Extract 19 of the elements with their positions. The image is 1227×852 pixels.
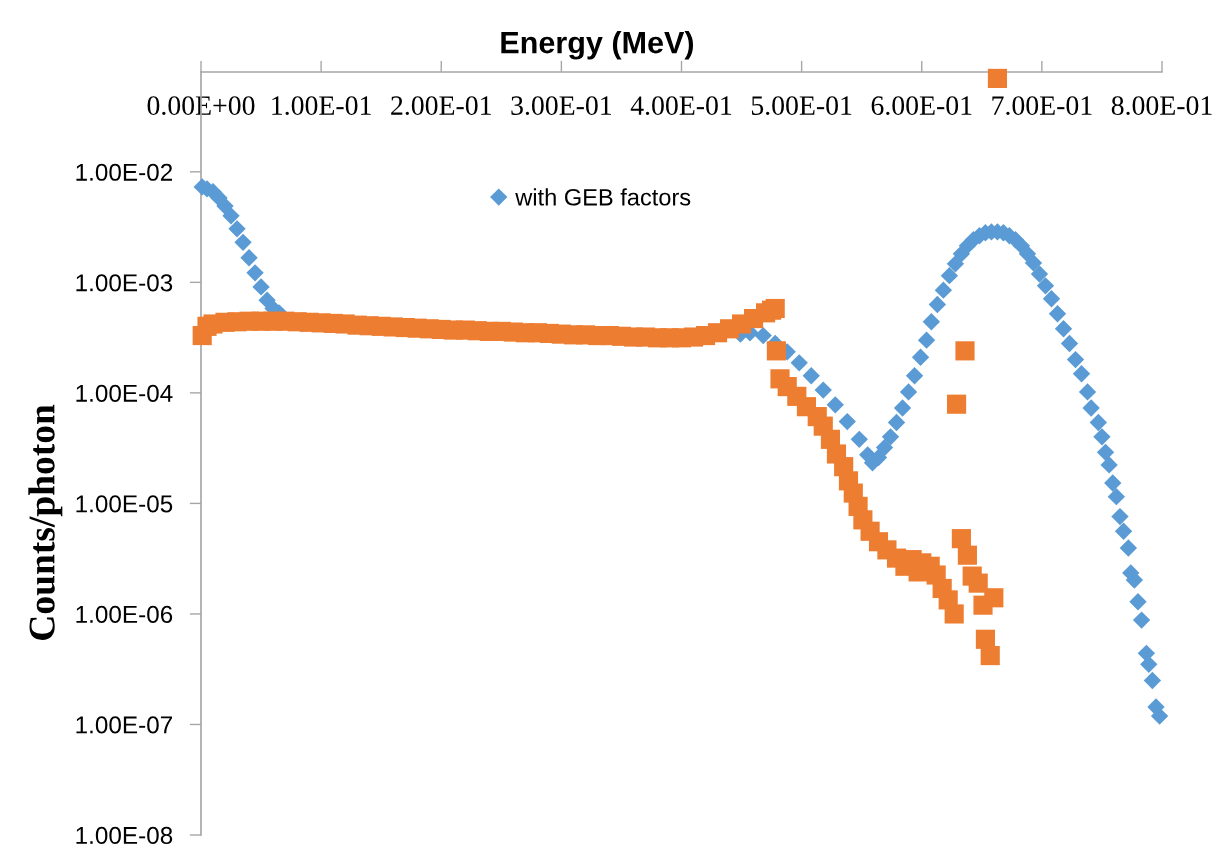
x-axis-title: Energy (MeV) bbox=[501, 30, 694, 60]
x-tick-label: 2.00E-01 bbox=[391, 96, 491, 116]
x-tick-label: 4.00E-01 bbox=[630, 96, 732, 116]
y-tick-label: 1.00E-06 bbox=[76, 605, 173, 623]
x-tick-label: 0.00E+00 bbox=[147, 96, 255, 116]
x-tick-label: 6.00E-01 bbox=[871, 96, 972, 116]
x-tick-label: 7.00E-01 bbox=[992, 96, 1092, 116]
y-tick-label: 1.00E-02 bbox=[76, 163, 173, 181]
x-tick-label: 3.00E-01 bbox=[511, 96, 612, 116]
x-tick-label: 5.00E-01 bbox=[751, 96, 852, 116]
y-tick-label: 1.00E-03 bbox=[76, 274, 173, 292]
x-tick-label: 1.00E-01 bbox=[272, 96, 371, 116]
y-axis-title: Counts/photon bbox=[28, 404, 63, 640]
y-tick-label: 1.00E-07 bbox=[76, 716, 173, 734]
y-tick-label: 1.00E-05 bbox=[76, 495, 173, 513]
legend-label: with GEB factors bbox=[515, 188, 691, 206]
y-tick-label: 1.00E-08 bbox=[76, 826, 173, 845]
y-tick-label: 1.00E-04 bbox=[76, 384, 173, 402]
x-tick-label: 8.00E-01 bbox=[1111, 96, 1212, 116]
